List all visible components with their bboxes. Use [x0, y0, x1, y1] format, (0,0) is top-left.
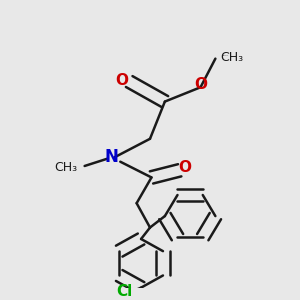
- Text: methoxy: methoxy: [223, 55, 229, 56]
- Text: N: N: [104, 148, 118, 166]
- Text: O: O: [178, 160, 192, 175]
- Text: O: O: [115, 73, 128, 88]
- Text: CH₃: CH₃: [54, 161, 77, 174]
- Text: O: O: [194, 77, 207, 92]
- Text: Cl: Cl: [116, 284, 132, 299]
- Text: CH₃: CH₃: [221, 51, 244, 64]
